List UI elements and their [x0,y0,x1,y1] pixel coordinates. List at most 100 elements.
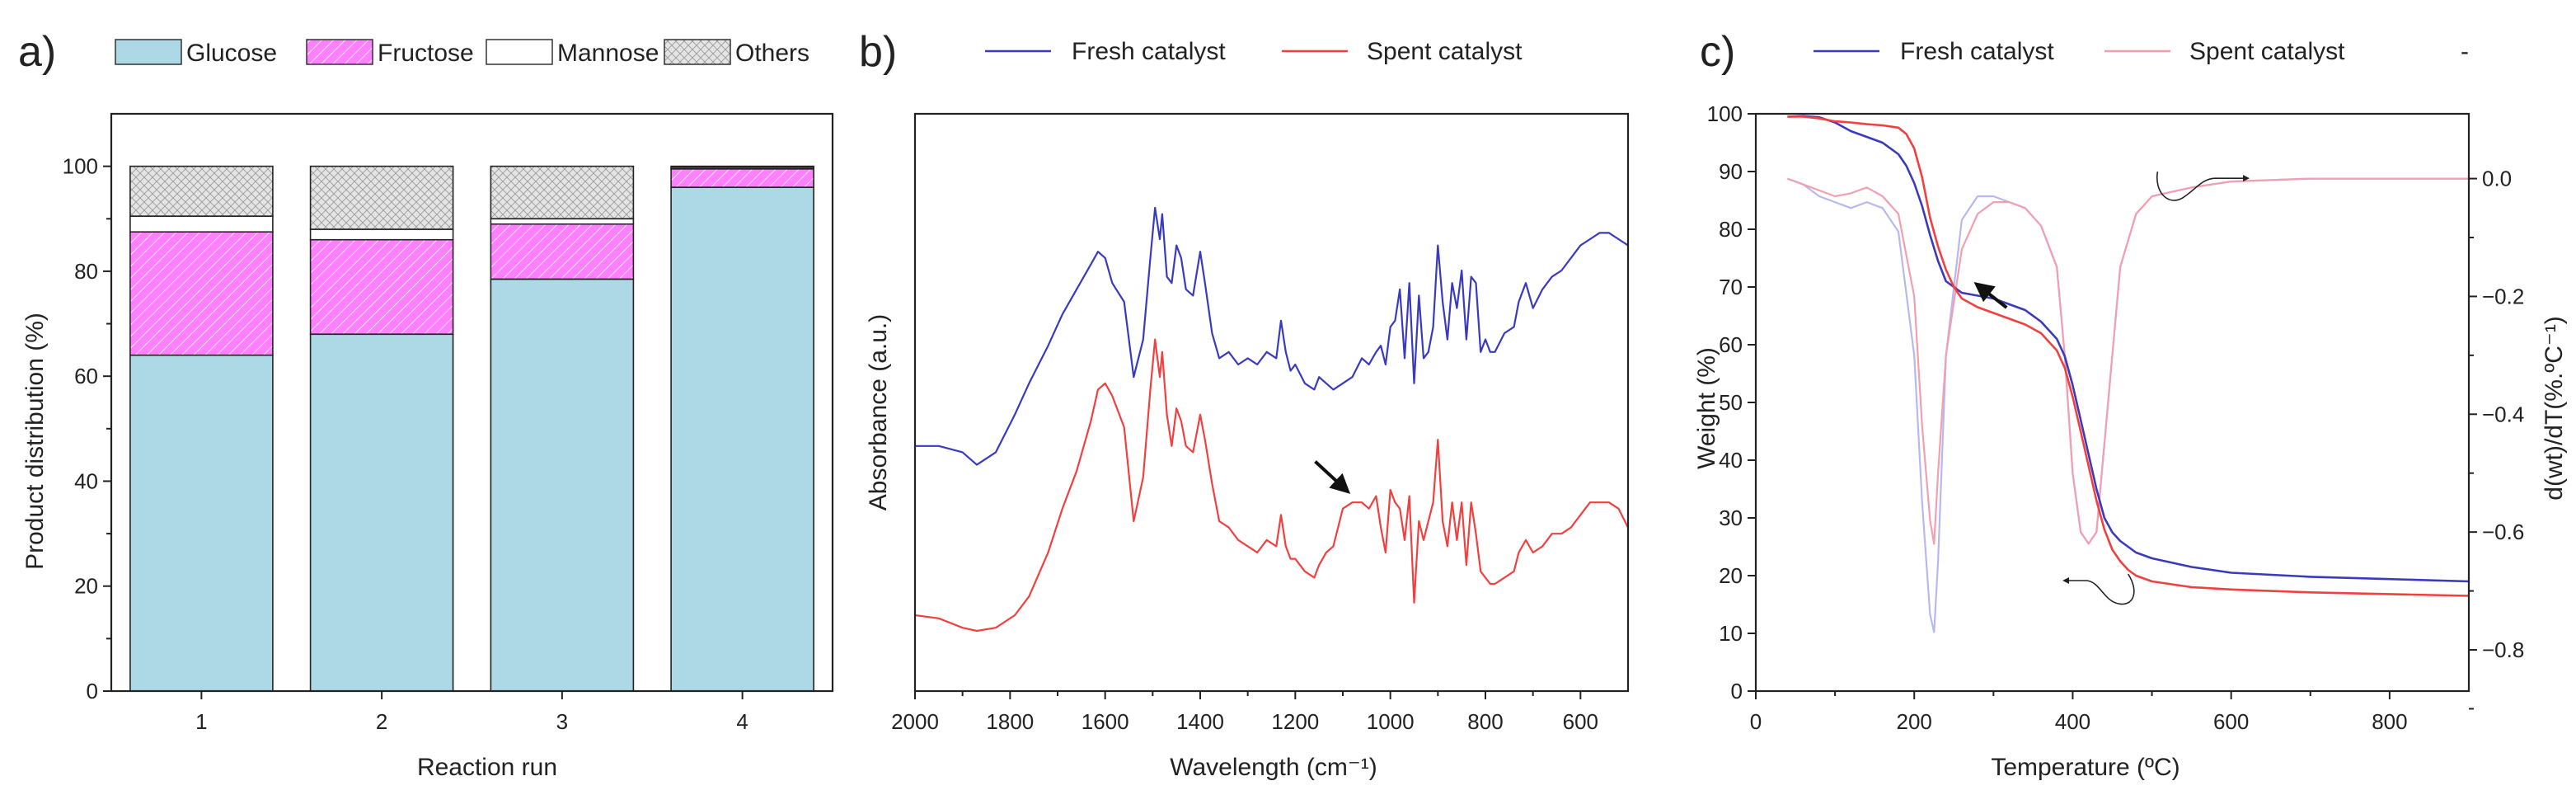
panel-c-axes: 0 200 400 600 800 0 10 20 30 40 50 60 70 80 90 100 0.0 −0… [1707,101,2525,734]
c-ytick-right-label-0: 0.0 [2482,167,2512,191]
b-xtick-label-800: 800 [1467,709,1503,734]
legend-swatch-glucose [115,39,182,65]
bar-fructose-run-2 [309,238,454,336]
bar-fructose-run-4 [670,168,814,188]
c-ytick-label-80: 80 [1719,217,1743,242]
a-xtick-label-1: 1 [195,709,207,734]
bar-fructose-run-3 [490,223,635,280]
panel-c-ylabel-right: d(wt)/dT(%.ºC⁻¹) [2541,316,2568,500]
b-xtick-label-1800: 1800 [986,709,1034,734]
panel-a: a) Glucose Fructose Mannose Others 1 2 3 40… [18,28,834,781]
bar-others-run-3 [490,165,635,220]
c-ytick-label-30: 30 [1719,506,1743,530]
c-ytick-label-100: 100 [1707,101,1743,126]
c-ytick-label-70: 70 [1719,275,1743,299]
bar-mannose-run-1 [129,215,274,233]
legend-swatch-mannose [486,39,553,65]
legend-label-fructose: Fructose [378,40,474,67]
panel-b-series [914,206,1629,633]
legend-label-fresh-c: Fresh catalyst [1900,38,2054,65]
panel-a-ylabel: Product distribution (%) [21,313,49,570]
legend-label-fresh: Fresh catalyst [1072,38,1226,65]
b-annotation-arrow [1314,460,1351,494]
c-ytick-label-0: 0 [1731,679,1743,703]
panel-b: b) Fresh catalyst Spent catalyst 2000 180… [859,28,1630,781]
legend-extra-mark: - [2461,38,2469,65]
legend-label-mannose: Mannose [557,40,659,67]
bar-others-run-2 [309,165,454,230]
panel-c-label: c) [1700,28,1735,76]
line-fresh-ftir [915,206,1629,466]
bar-glucose-run-4 [670,186,814,692]
line-fresh-tga [1787,115,2470,583]
c-ytick-label-40: 40 [1719,448,1743,473]
a-ytick-label-40: 40 [74,468,98,493]
c-pointer-left-axis [2062,573,2135,605]
line-spent-ftir [914,338,1629,633]
panel-a-xlabel: Reaction run [417,754,557,781]
c-ytick-label-20: 20 [1719,563,1743,588]
bar-glucose-run-3 [490,278,635,692]
a-ytick-label-20: 20 [74,574,98,599]
bar-mannose-run-3 [490,218,635,225]
a-ytick-label-80: 80 [74,259,98,284]
panel-b-label: b) [859,28,897,76]
a-xtick-label-4: 4 [736,709,748,734]
panel-b-axes: 2000 1800 1600 1400 1200 1000 800 600 [891,112,1630,734]
c-xtick-label-800: 800 [2372,709,2407,734]
c-annotation-arrow [1973,282,2008,309]
c-xtick-label-400: 400 [2055,709,2090,734]
line-fresh-dtg [1787,177,2469,633]
legend-label-others: Others [735,40,809,67]
c-plot-frame [1754,112,2470,693]
legend-label-spent: Spent catalyst [1367,38,1523,65]
b-xtick-label-1200: 1200 [1271,709,1319,734]
b-plot-frame [913,112,1630,693]
line-spent-dtg [1787,177,2469,545]
c-ytick-right-label--0.4: −0.4 [2482,402,2524,426]
panel-a-legend: Glucose Fructose Mannose Others [115,39,809,67]
bar-glucose-run-1 [129,354,274,692]
c-ytick-label-50: 50 [1719,390,1743,415]
panel-c-series [1787,115,2470,633]
a-ytick-label-100: 100 [63,154,98,179]
panel-b-xlabel: Wavelength (cm⁻¹) [1170,754,1377,781]
c-ytick-right-label--0.8: −0.8 [2482,637,2524,662]
legend-swatch-others [664,39,731,65]
legend-label-glucose: Glucose [186,40,277,67]
c-xtick-label-0: 0 [1750,709,1762,734]
c-ytick-label-10: 10 [1719,621,1743,646]
panel-a-bars [129,165,814,692]
panel-c-xlabel: Temperature (ºC) [1991,754,2180,781]
panel-b-ylabel: Absorbance (a.u.) [865,314,892,510]
b-xtick-label-1000: 1000 [1367,709,1415,734]
panel-c-ylabel-left: Weight (%) [1693,347,1720,469]
c-xtick-label-200: 200 [1897,709,1932,734]
legend-label-spent-c: Spent catalyst [2189,38,2345,65]
panel-c: c) Fresh catalyst Spent catalyst - 0 200 4… [1693,28,2568,781]
b-xtick-label-2000: 2000 [891,709,939,734]
c-pointer-right-axis [2156,171,2250,201]
line-spent-tga [1787,115,2470,597]
panel-b-legend: Fresh catalyst Spent catalyst [985,38,1523,65]
a-xtick-label-3: 3 [556,709,568,734]
a-ytick-label-0: 0 [87,679,98,703]
b-xtick-label-1600: 1600 [1082,709,1129,734]
c-ytick-right-label--0.6: −0.6 [2482,520,2524,544]
b-xtick-label-600: 600 [1563,709,1598,734]
a-ytick-label-60: 60 [74,364,98,388]
c-ytick-label-60: 60 [1719,332,1743,357]
a-plot-frame [110,112,834,693]
c-ytick-label-90: 90 [1719,159,1743,184]
bar-mannose-run-2 [309,228,454,241]
c-xtick-label-600: 600 [2213,709,2249,734]
bar-glucose-run-2 [309,333,454,692]
b-xtick-label-1400: 1400 [1176,709,1224,734]
panel-c-legend: Fresh catalyst Spent catalyst - [1814,38,2469,65]
panel-a-label: a) [18,28,56,76]
legend-swatch-fructose [306,39,373,65]
bar-fructose-run-1 [129,231,274,356]
a-xtick-label-2: 2 [376,709,387,734]
